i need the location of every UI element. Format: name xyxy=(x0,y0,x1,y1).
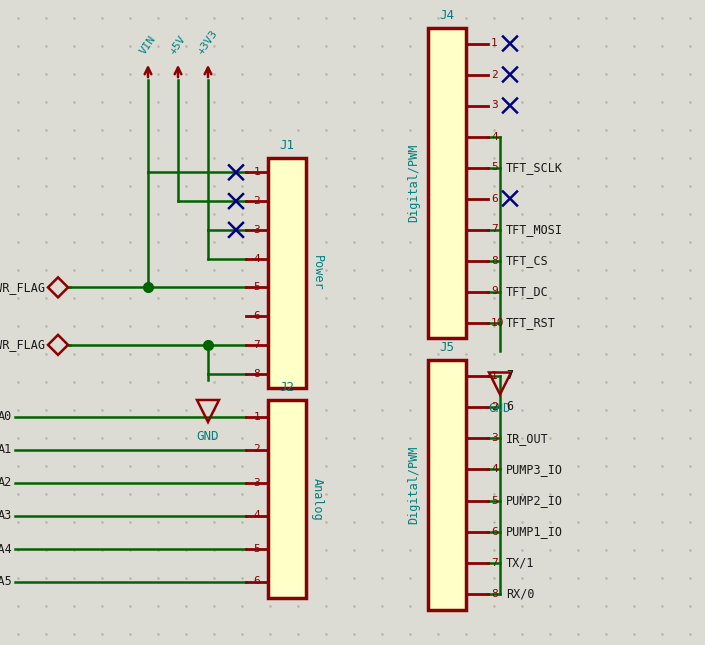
Text: Power: Power xyxy=(311,255,324,291)
Text: Analog: Analog xyxy=(311,478,324,521)
Text: 5: 5 xyxy=(491,495,498,506)
Text: +5V: +5V xyxy=(168,34,188,56)
Text: 9: 9 xyxy=(491,286,498,297)
Text: 3: 3 xyxy=(491,101,498,110)
Text: A3: A3 xyxy=(0,509,12,522)
Text: TFT_DC: TFT_DC xyxy=(506,285,548,298)
Text: 8: 8 xyxy=(491,590,498,599)
Text: Digital/PWM: Digital/PWM xyxy=(407,144,420,222)
Bar xyxy=(268,400,306,598)
Text: 7: 7 xyxy=(254,340,260,350)
Text: TFT_MOSI: TFT_MOSI xyxy=(506,223,563,236)
Text: 1: 1 xyxy=(491,39,498,48)
Text: +3V3: +3V3 xyxy=(196,28,220,56)
Text: SDA/A4: SDA/A4 xyxy=(0,542,12,555)
Text: 4: 4 xyxy=(491,464,498,474)
Text: 3: 3 xyxy=(254,225,260,235)
Bar xyxy=(268,158,306,388)
Text: 5: 5 xyxy=(491,163,498,172)
Text: TX/1: TX/1 xyxy=(506,557,534,570)
Text: PUMP3_IO: PUMP3_IO xyxy=(506,463,563,476)
Text: 2: 2 xyxy=(254,444,260,455)
Text: PUMP2_IO: PUMP2_IO xyxy=(506,494,563,507)
Text: RX/0: RX/0 xyxy=(506,588,534,601)
Text: TFT_CS: TFT_CS xyxy=(506,254,548,267)
Text: 4: 4 xyxy=(254,510,260,521)
Text: J5: J5 xyxy=(439,341,455,354)
Text: 6: 6 xyxy=(506,401,513,413)
Text: 6: 6 xyxy=(491,527,498,537)
Text: 5: 5 xyxy=(254,544,260,553)
Text: PWR_FLAG: PWR_FLAG xyxy=(0,339,46,352)
Text: Digital/PWM: Digital/PWM xyxy=(407,446,420,524)
Text: SCL/A5: SCL/A5 xyxy=(0,575,12,588)
Text: 1: 1 xyxy=(254,167,260,177)
Text: J1: J1 xyxy=(279,139,295,152)
Text: 3: 3 xyxy=(491,433,498,443)
Text: 4: 4 xyxy=(491,132,498,141)
Text: PUMP1_IO: PUMP1_IO xyxy=(506,526,563,539)
Text: 6: 6 xyxy=(254,311,260,321)
Text: IR_OUT: IR_OUT xyxy=(506,432,548,444)
Text: 2: 2 xyxy=(491,402,498,412)
Text: 5: 5 xyxy=(254,283,260,292)
Text: 7: 7 xyxy=(506,369,513,382)
Text: A0: A0 xyxy=(0,410,12,423)
Text: 6: 6 xyxy=(491,194,498,204)
Text: 1: 1 xyxy=(254,412,260,421)
Text: 8: 8 xyxy=(491,255,498,266)
Bar xyxy=(428,28,466,338)
Text: 6: 6 xyxy=(254,577,260,586)
Text: TFT_RST: TFT_RST xyxy=(506,316,556,329)
Text: GND: GND xyxy=(197,430,219,443)
Text: A1: A1 xyxy=(0,443,12,456)
Text: 8: 8 xyxy=(254,369,260,379)
Text: 2: 2 xyxy=(254,196,260,206)
Text: 10: 10 xyxy=(491,317,505,328)
Text: J2: J2 xyxy=(279,381,295,394)
Text: TFT_SCLK: TFT_SCLK xyxy=(506,161,563,174)
Text: 3: 3 xyxy=(254,477,260,488)
Text: J4: J4 xyxy=(439,9,455,22)
Text: VIN: VIN xyxy=(138,34,158,56)
Bar xyxy=(428,360,466,610)
Text: 1: 1 xyxy=(491,371,498,381)
Text: 7: 7 xyxy=(491,224,498,235)
Text: 4: 4 xyxy=(254,253,260,264)
Text: 7: 7 xyxy=(491,558,498,568)
Text: PWR_FLAG: PWR_FLAG xyxy=(0,281,46,294)
Text: GND: GND xyxy=(489,402,511,415)
Text: A2: A2 xyxy=(0,476,12,489)
Text: 2: 2 xyxy=(491,70,498,79)
